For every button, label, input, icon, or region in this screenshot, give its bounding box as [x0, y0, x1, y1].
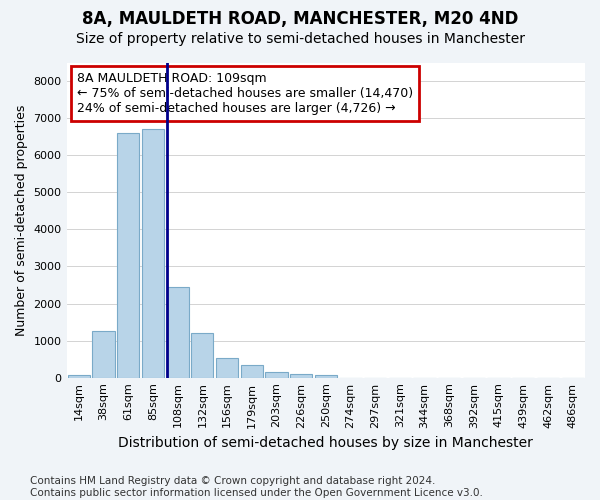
Text: Contains HM Land Registry data © Crown copyright and database right 2024.
Contai: Contains HM Land Registry data © Crown c…	[30, 476, 483, 498]
Bar	[290, 374, 312, 378]
Text: Size of property relative to semi-detached houses in Manchester: Size of property relative to semi-detach…	[76, 32, 524, 46]
Bar	[142, 129, 164, 378]
Bar	[241, 366, 263, 378]
Text: 8A MAULDETH ROAD: 109sqm
← 75% of semi-detached houses are smaller (14,470)
24% : 8A MAULDETH ROAD: 109sqm ← 75% of semi-d…	[77, 72, 413, 115]
Bar	[216, 358, 238, 378]
Bar	[117, 133, 139, 378]
Bar	[191, 333, 214, 378]
Bar	[265, 372, 287, 378]
Bar	[68, 376, 90, 378]
Bar	[167, 287, 189, 378]
Bar	[92, 332, 115, 378]
Y-axis label: Number of semi-detached properties: Number of semi-detached properties	[15, 104, 28, 336]
Bar	[314, 376, 337, 378]
X-axis label: Distribution of semi-detached houses by size in Manchester: Distribution of semi-detached houses by …	[118, 436, 533, 450]
Text: 8A, MAULDETH ROAD, MANCHESTER, M20 4ND: 8A, MAULDETH ROAD, MANCHESTER, M20 4ND	[82, 10, 518, 28]
